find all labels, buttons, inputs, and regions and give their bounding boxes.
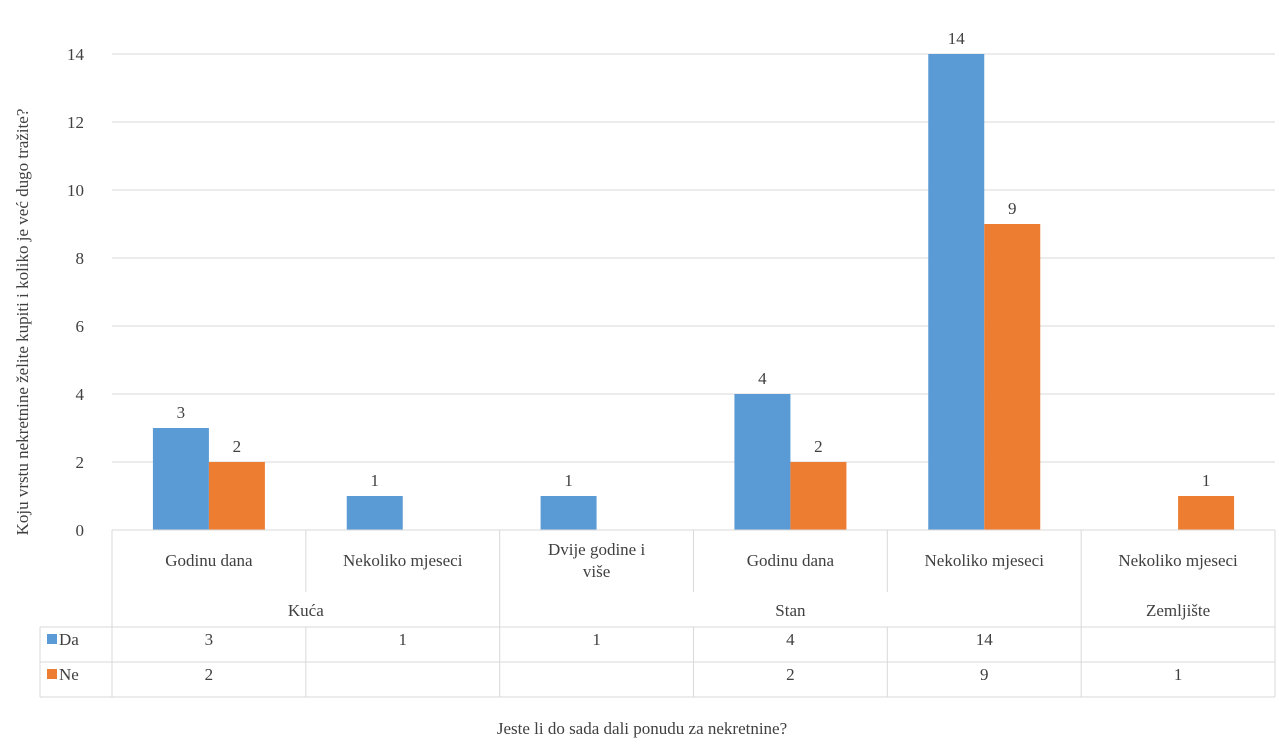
table-cell: 14 bbox=[976, 630, 994, 649]
bar bbox=[984, 224, 1041, 530]
table-cell: 2 bbox=[205, 665, 214, 684]
data-label: 9 bbox=[1008, 199, 1017, 218]
category-label: Dvije godine i više bbox=[548, 540, 646, 581]
data-label: 1 bbox=[1202, 471, 1211, 490]
y-tick-label: 0 bbox=[76, 521, 85, 540]
category-label: Godinu dana bbox=[747, 551, 835, 570]
data-label: 2 bbox=[814, 437, 823, 456]
legend-swatch bbox=[47, 634, 57, 644]
category-label: Godinu dana bbox=[165, 551, 253, 570]
data-label: 1 bbox=[371, 471, 380, 490]
bar bbox=[152, 428, 209, 530]
y-tick-label: 12 bbox=[67, 113, 84, 132]
data-label: 2 bbox=[233, 437, 242, 456]
legend-label: Da bbox=[59, 630, 79, 649]
data-label: 14 bbox=[948, 29, 966, 48]
data-label: 3 bbox=[177, 403, 186, 422]
table-cell: 1 bbox=[399, 630, 408, 649]
bar bbox=[734, 394, 791, 530]
bar bbox=[790, 462, 847, 530]
bar bbox=[928, 54, 985, 530]
y-tick-label: 10 bbox=[67, 181, 84, 200]
table-cell: 1 bbox=[592, 630, 601, 649]
category-label: Nekoliko mjeseci bbox=[343, 551, 463, 570]
y-tick-label: 14 bbox=[67, 45, 85, 64]
category-label: Nekoliko mjeseci bbox=[1118, 551, 1238, 570]
category-label: Nekoliko mjeseci bbox=[925, 551, 1045, 570]
bar bbox=[1178, 496, 1235, 530]
table-cell: 9 bbox=[980, 665, 989, 684]
table-cell: 3 bbox=[205, 630, 214, 649]
y-tick-label: 8 bbox=[76, 249, 85, 268]
legend-label: Ne bbox=[59, 665, 79, 684]
group-label: Zemljište bbox=[1146, 601, 1210, 620]
table-cell: 2 bbox=[786, 665, 795, 684]
y-axis-title: Koju vrstu nekretnine želite kupiti i ko… bbox=[13, 109, 32, 536]
y-tick-label: 6 bbox=[76, 317, 85, 336]
group-label: Stan bbox=[775, 601, 806, 620]
bar bbox=[208, 462, 265, 530]
group-label: Kuća bbox=[288, 601, 324, 620]
x-axis-title: Jeste li do sada dali ponudu za nekretni… bbox=[497, 719, 787, 738]
bar bbox=[540, 496, 597, 530]
table-cell: 4 bbox=[786, 630, 795, 649]
y-tick-label: 4 bbox=[76, 385, 85, 404]
data-label: 1 bbox=[564, 471, 573, 490]
legend-swatch bbox=[47, 669, 57, 679]
table-cell: 1 bbox=[1174, 665, 1183, 684]
y-tick-label: 2 bbox=[76, 453, 85, 472]
bar bbox=[346, 496, 403, 530]
data-label: 4 bbox=[758, 369, 767, 388]
